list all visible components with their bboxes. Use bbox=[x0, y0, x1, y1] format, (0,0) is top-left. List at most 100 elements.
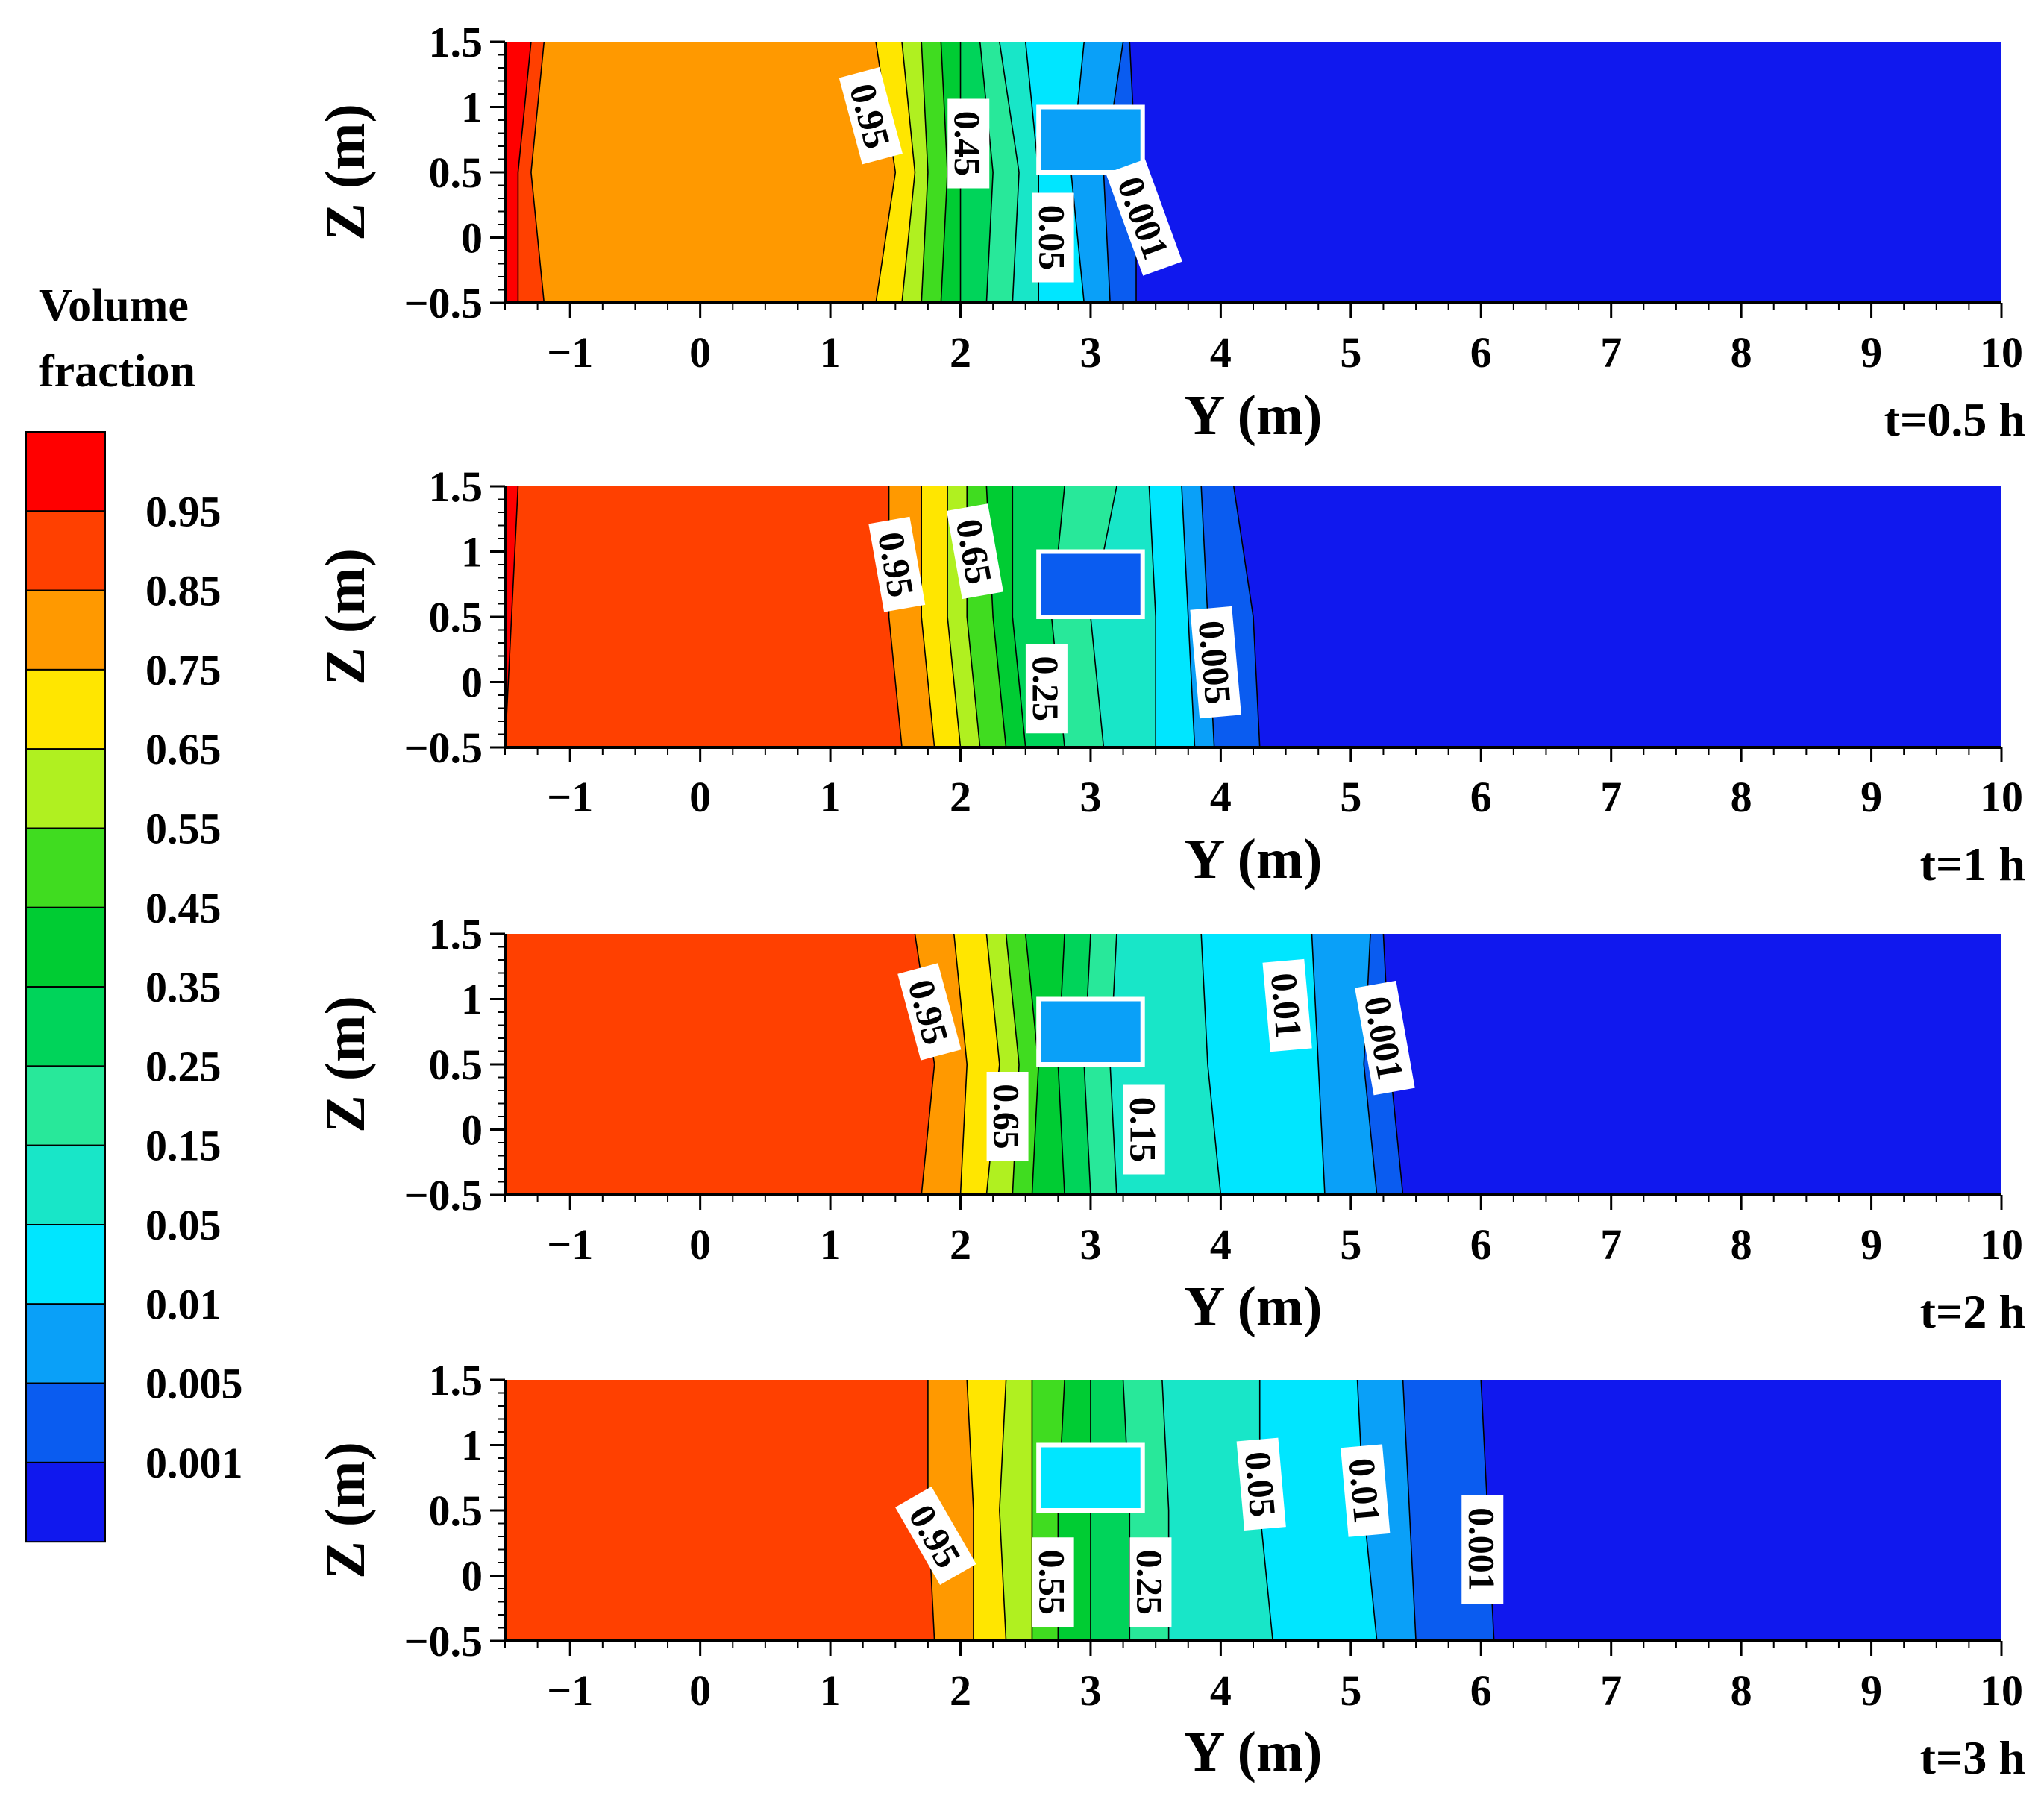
contour-label: 0.15 bbox=[1123, 1084, 1165, 1175]
contour-panel-t-0.5h: 0.95 0.450.05 0.001 −1 0 1 2 3 4 5 6 7 8 9 101.510.50… bbox=[314, 18, 2025, 447]
x-tick-label: 4 bbox=[1210, 1220, 1232, 1269]
contour-panel-t-1h: 0.95 0.650.25 0.005 −1 0 1 2 3 4 5 6 7 8 9 101.510.50… bbox=[314, 462, 2025, 891]
y-tick-label: 0.5 bbox=[429, 148, 483, 197]
x-tick-label: 0 bbox=[689, 1666, 711, 1715]
colorbar-swatch bbox=[25, 589, 106, 671]
contour-line bbox=[1181, 486, 1196, 747]
x-tick-label: 6 bbox=[1470, 1666, 1492, 1715]
x-axis-title: Y (m) bbox=[1185, 1275, 1323, 1338]
y-tick-label: −0.5 bbox=[404, 723, 483, 772]
colorbar-swatch bbox=[25, 986, 106, 1067]
contour-label-bg bbox=[1355, 980, 1415, 1096]
colorbar-swatch bbox=[25, 1382, 106, 1463]
x-tick-label: 2 bbox=[950, 773, 971, 821]
contour-label-text: 0.65 bbox=[986, 1084, 1028, 1149]
colorbar-level-label: 0.95 bbox=[145, 487, 222, 536]
y-tick-label: 0.5 bbox=[429, 1040, 483, 1089]
colorbar-swatch bbox=[25, 510, 106, 591]
contour-label-bg bbox=[946, 503, 1003, 600]
y-axis-title: Z (m) bbox=[314, 104, 377, 241]
contour-label-text: 0.05 bbox=[1032, 205, 1073, 271]
x-tick-label: 8 bbox=[1731, 1220, 1752, 1269]
x-tick-label: −1 bbox=[547, 1220, 593, 1269]
x-tick-label: 4 bbox=[1210, 773, 1232, 821]
y-tick-label: 0 bbox=[461, 1106, 483, 1155]
colorbar-level-label: 0.45 bbox=[145, 884, 222, 932]
axes: −1 0 1 2 3 4 5 6 7 8 9 10 1.5 1 0.5 0 −0.5 bbox=[404, 910, 2023, 1269]
contour-labels: 0.950.65 0.150.01 0.001 bbox=[897, 958, 1415, 1175]
contour-label: 0.05 bbox=[1236, 1437, 1286, 1531]
x-tick-label: 5 bbox=[1340, 1666, 1361, 1715]
y-tick-label: 1 bbox=[461, 528, 483, 577]
colorbar-level-label: 0.75 bbox=[145, 646, 222, 694]
contour-line bbox=[505, 486, 519, 747]
colorbar-level-label: 0.85 bbox=[145, 567, 222, 615]
contour-line bbox=[999, 42, 1020, 303]
contour-line bbox=[940, 42, 948, 303]
x-tick-label: 5 bbox=[1340, 328, 1361, 377]
contour-label: 0.25 bbox=[1025, 644, 1068, 734]
contour-line bbox=[1233, 486, 1261, 747]
y-tick-label: −0.5 bbox=[404, 279, 483, 327]
contour-line bbox=[921, 486, 935, 747]
x-tick-label: 1 bbox=[820, 1220, 841, 1269]
colorbar-swatch bbox=[25, 827, 106, 908]
x-tick-label: 0 bbox=[689, 1220, 711, 1269]
x-tick-label: 4 bbox=[1210, 1666, 1232, 1715]
x-tick-label: 6 bbox=[1470, 1220, 1492, 1269]
contour-label-text: 0.001 bbox=[1461, 1507, 1502, 1592]
contour-fills bbox=[505, 486, 2001, 747]
contour-label-text: 0.25 bbox=[1025, 656, 1067, 722]
obstacle-box bbox=[1036, 996, 1145, 1067]
contour-line bbox=[530, 42, 545, 303]
contour-line bbox=[921, 42, 929, 303]
obstacle-rect bbox=[1036, 104, 1145, 175]
x-tick-label: 5 bbox=[1340, 773, 1361, 821]
contour-labels: 0.95 0.650.25 0.005 bbox=[868, 503, 1241, 734]
contour-label-bg bbox=[1262, 958, 1312, 1052]
y-tick-label: 1 bbox=[461, 84, 483, 132]
contour-label-text: 0.45 bbox=[947, 111, 988, 177]
contour-label-text: 0.01 bbox=[1341, 1457, 1388, 1525]
contour-label-text: 0.05 bbox=[1237, 1450, 1284, 1519]
y-tick-label: 1 bbox=[461, 976, 483, 1024]
x-axis-title: Y (m) bbox=[1185, 828, 1323, 891]
contour-label: 0.55 bbox=[1032, 1537, 1074, 1627]
contour-label-bg bbox=[1236, 1437, 1286, 1531]
x-tick-label: 7 bbox=[1600, 1220, 1622, 1269]
contour-panel-t-2h: 0.950.65 0.150.01 0.001 −1 0 1 2 3 4 5 6 7 8 9 101.51… bbox=[314, 910, 2025, 1338]
y-tick-label: 1.5 bbox=[429, 910, 483, 958]
y-tick-label: −0.5 bbox=[404, 1171, 483, 1219]
axes: −1 0 1 2 3 4 5 6 7 8 9 10 1.5 1 0.5 0 −0.5 bbox=[404, 1356, 2023, 1715]
y-tick-label: 0 bbox=[461, 214, 483, 263]
colorbar-swatch bbox=[25, 906, 106, 988]
contour-label: 0.05 bbox=[1032, 192, 1074, 283]
y-tick-label: 1 bbox=[461, 1422, 483, 1470]
obstacle-rect bbox=[1036, 1442, 1145, 1513]
obstacle-rect bbox=[1036, 996, 1145, 1067]
contour-label-bg bbox=[986, 1072, 1029, 1161]
contour-label-bg bbox=[838, 67, 903, 165]
contour-fills bbox=[505, 42, 2001, 303]
x-tick-label: −1 bbox=[547, 328, 593, 377]
x-tick-label: 3 bbox=[1079, 328, 1101, 377]
legend-title-line1: Volume bbox=[39, 280, 189, 331]
colorbar-level-label: 0.005 bbox=[145, 1360, 243, 1408]
contour-fills bbox=[505, 934, 2001, 1195]
x-tick-label: 8 bbox=[1731, 328, 1752, 377]
colorbar-level-label: 0.001 bbox=[145, 1439, 243, 1487]
y-tick-label: 0 bbox=[461, 659, 483, 707]
x-tick-label: 9 bbox=[1860, 773, 1882, 821]
x-tick-label: 3 bbox=[1079, 1220, 1101, 1269]
contour-line bbox=[966, 1380, 974, 1641]
contour-line bbox=[979, 42, 994, 303]
colorbar-swatch bbox=[25, 1224, 106, 1305]
contour-label-bg bbox=[868, 516, 926, 612]
contour-label-bg bbox=[1190, 606, 1241, 719]
contour-label-bg bbox=[897, 963, 962, 1061]
contour-label-text: 0.005 bbox=[1191, 619, 1240, 706]
x-tick-label: 8 bbox=[1731, 773, 1752, 821]
x-tick-label: 1 bbox=[820, 328, 841, 377]
contour-band-fill bbox=[505, 42, 896, 303]
x-tick-label: 6 bbox=[1470, 773, 1492, 821]
